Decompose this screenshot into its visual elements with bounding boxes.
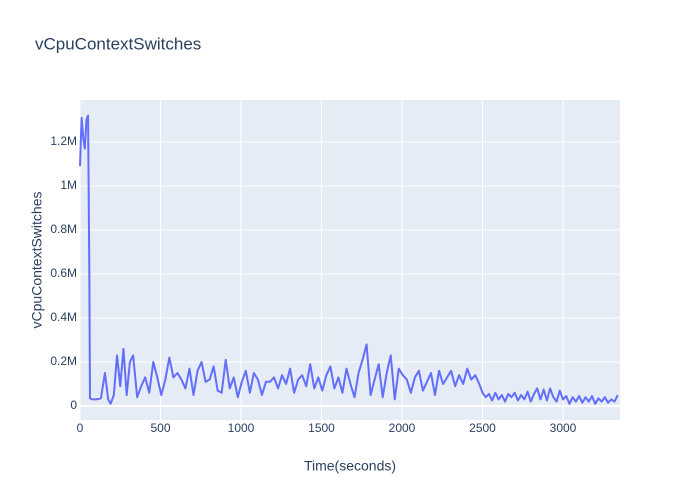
x-tick-label: 2500 (469, 421, 496, 435)
y-tick-label: 0.6M (50, 266, 77, 280)
x-tick-label: 2000 (389, 421, 416, 435)
y-tick-label: 1M (60, 178, 77, 192)
chart-title: vCpuContextSwitches (35, 34, 201, 53)
x-tick-label: 3000 (550, 421, 577, 435)
x-tick-label: 500 (150, 421, 170, 435)
y-tick-label: 1.2M (50, 134, 77, 148)
plot-area (80, 100, 620, 420)
data-line (79, 114, 619, 405)
y-tick-label: 0.4M (50, 310, 77, 324)
x-tick-label: 1500 (308, 421, 335, 435)
y-tick-label: 0.2M (50, 354, 77, 368)
y-tick-label: 0 (70, 398, 77, 412)
x-axis-title: Time(seconds) (304, 458, 396, 474)
x-tick-label: 1000 (228, 421, 255, 435)
y-tick-label: 0.8M (50, 222, 77, 236)
y-axis-title: vCpuContextSwitches (29, 192, 45, 329)
x-tick-label: 0 (77, 421, 84, 435)
